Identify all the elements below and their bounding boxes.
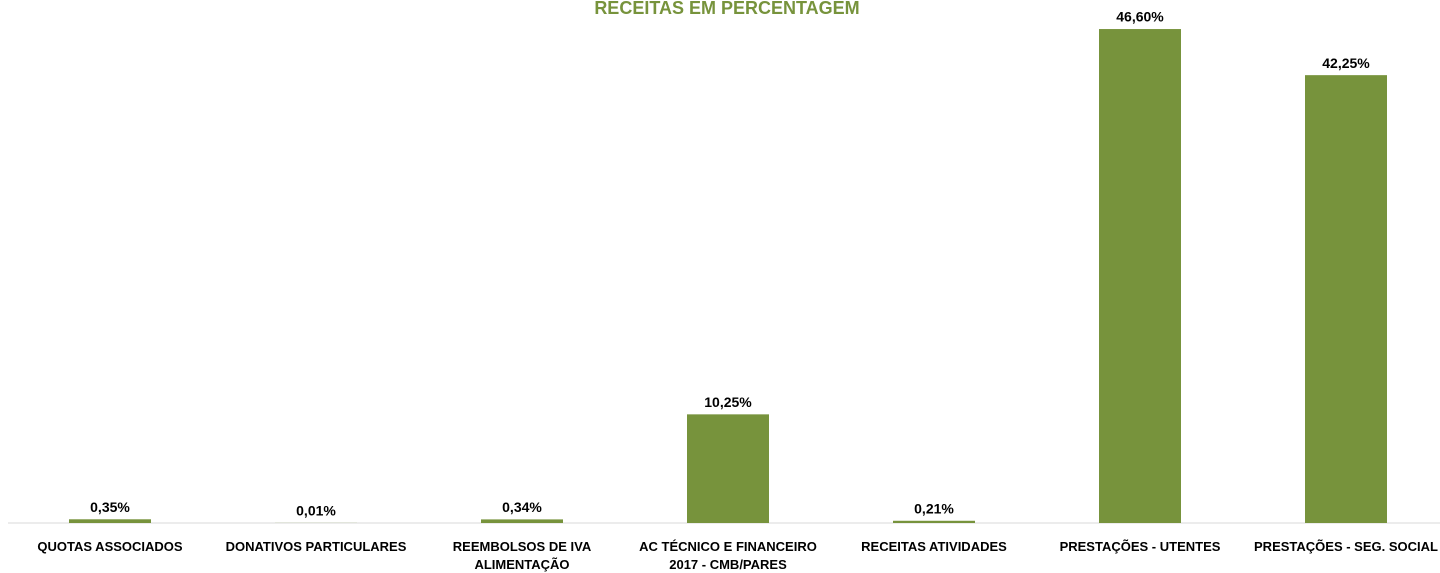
x-tick-label: REEMBOLSOS DE IVA ALIMENTAÇÃO (452, 539, 592, 572)
x-tick-label: AC TÉCNICO E FINANCEIRO 2017 - CMB/PARES (639, 539, 817, 572)
chart-title: RECEITAS EM PERCENTAGEM (594, 0, 859, 18)
value-label: 0,21% (914, 500, 954, 516)
value-label: 0,01% (296, 503, 336, 519)
x-tick-label: QUOTAS ASSOCIADOS (37, 539, 183, 554)
value-label: 0,34% (502, 499, 542, 515)
value-label: 10,25% (704, 394, 752, 410)
value-label: 42,25% (1322, 55, 1370, 71)
x-tick-label: RECEITAS ATIVIDADES (861, 539, 1007, 554)
x-tick-label: PRESTAÇÕES - UTENTES (1059, 539, 1221, 554)
value-label: 46,60% (1116, 9, 1164, 25)
bar (687, 414, 769, 523)
bar (481, 519, 563, 523)
value-label: 0,35% (90, 499, 130, 515)
bar (1305, 75, 1387, 524)
bar (69, 519, 151, 523)
x-tick-label: PRESTAÇÕES - SEG. SOCIAL (1254, 539, 1438, 554)
bar (1099, 29, 1181, 523)
x-tick-label: DONATIVOS PARTICULARES (225, 539, 407, 554)
bar (893, 520, 975, 523)
